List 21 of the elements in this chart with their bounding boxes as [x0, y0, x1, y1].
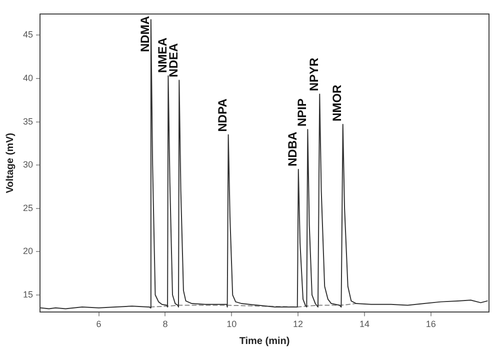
- y-tick-label: 45: [22, 30, 34, 40]
- x-tick-label: 16: [426, 319, 436, 330]
- y-axis-title: Voltage (mV): [4, 132, 16, 194]
- y-tick-label: 15: [22, 289, 34, 300]
- annotation: NPYR: [306, 57, 321, 92]
- x-axis-title: Time (min): [239, 336, 290, 347]
- annotation: NPIP: [294, 98, 309, 127]
- y-tick-label: 35: [22, 116, 34, 126]
- x-tick-label: 10: [226, 319, 237, 330]
- y-tick-label: 20: [22, 246, 34, 256]
- y-tick-label: 30: [22, 160, 34, 170]
- annotation: NDPA: [216, 98, 230, 132]
- y-tick-label: 40: [22, 72, 34, 83]
- x-tick-label: 14: [359, 319, 370, 330]
- x-tick-label: 12: [293, 319, 304, 330]
- annotation: NMOR: [330, 84, 344, 122]
- x-tick-label: 8: [162, 319, 168, 330]
- annotation: NDMA: [138, 16, 152, 52]
- annotation: NDBA: [286, 131, 300, 166]
- y-tick-label: 25: [22, 202, 34, 213]
- x-tick-label: 6: [96, 319, 102, 330]
